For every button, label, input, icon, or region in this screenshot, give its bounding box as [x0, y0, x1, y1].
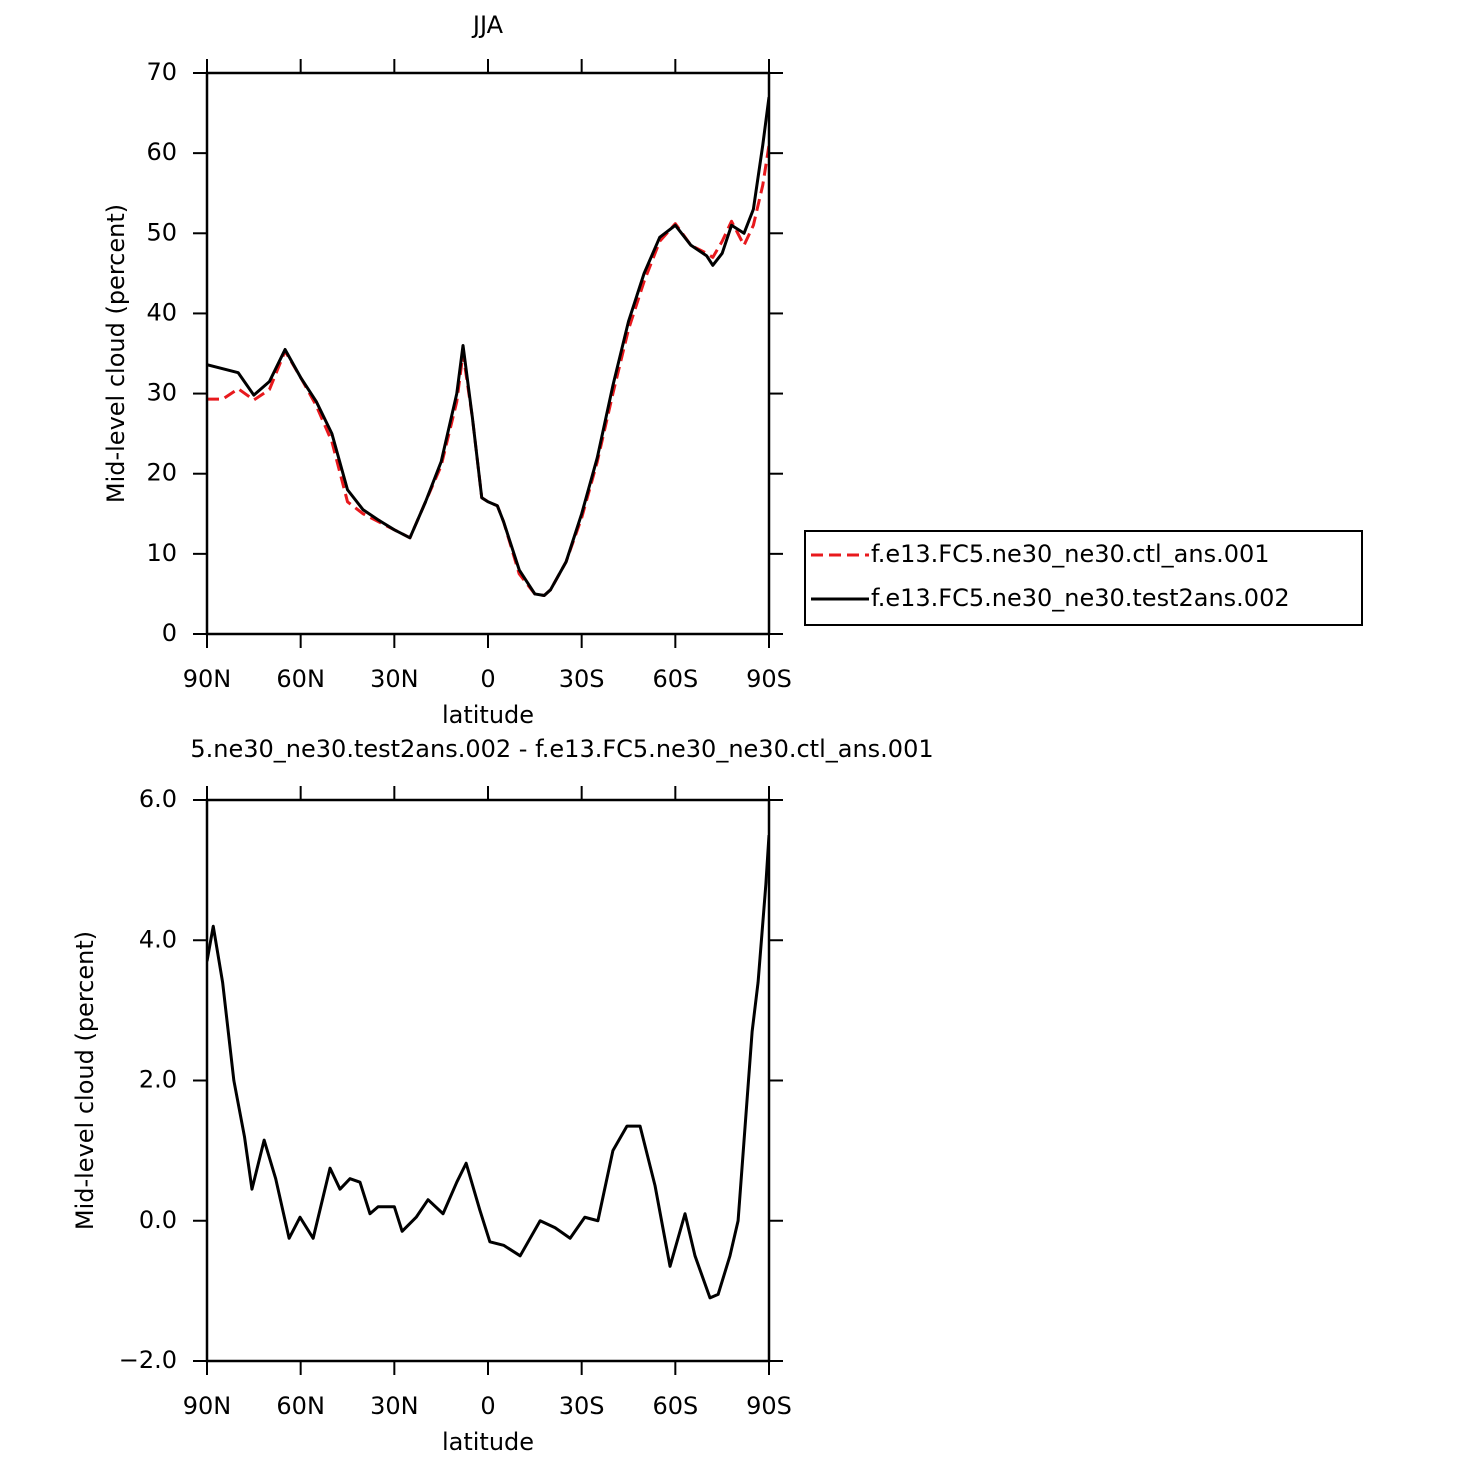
chart-title: JJA: [471, 11, 504, 39]
plot-frame: [205, 798, 771, 1363]
x-tick-label: 90S: [746, 665, 792, 693]
y-tick-label: 2.0: [139, 1066, 177, 1094]
y-tick-label: 10: [146, 539, 177, 567]
data-line: [207, 96, 769, 598]
x-tick-label: 60S: [652, 665, 698, 693]
x-tick-label: 30N: [370, 665, 419, 693]
y-tick-label: 6.0: [139, 785, 177, 813]
legend-label: f.e13.FC5.ne30_ne30.ctl_ans.001: [871, 540, 1270, 568]
y-tick-label: −2.0: [119, 1346, 177, 1374]
y-axis-label: Mid-level cloud (percent): [102, 204, 130, 503]
y-axis-label: Mid-level cloud (percent): [71, 931, 99, 1230]
x-tick-label: 0: [480, 665, 495, 693]
y-tick-label: 60: [146, 138, 177, 166]
x-axis-label: latitude: [442, 701, 534, 729]
x-tick-label: 60N: [276, 665, 325, 693]
chart-title: 5.ne30_ne30.test2ans.002 - f.e13.FC5.ne3…: [190, 735, 933, 763]
x-axis-label: latitude: [442, 1428, 534, 1456]
x-tick-label: 90N: [183, 1392, 232, 1420]
y-tick-label: 30: [146, 379, 177, 407]
x-tick-label: 60S: [652, 1392, 698, 1420]
y-tick-label: 0: [162, 619, 177, 647]
x-tick-label: 0: [480, 1392, 495, 1420]
plot-frame: [205, 71, 771, 636]
y-tick-label: 20: [146, 459, 177, 487]
legend-box: [804, 530, 1363, 626]
data-line: [207, 834, 769, 1300]
y-tick-label: 4.0: [139, 925, 177, 953]
x-tick-label: 30N: [370, 1392, 419, 1420]
y-tick-label: 70: [146, 58, 177, 86]
x-tick-label: 30S: [559, 665, 605, 693]
y-tick-label: 0.0: [139, 1206, 177, 1234]
x-tick-label: 90S: [746, 1392, 792, 1420]
legend-label: f.e13.FC5.ne30_ne30.test2ans.002: [871, 584, 1290, 612]
y-tick-label: 50: [146, 218, 177, 246]
x-tick-label: 60N: [276, 1392, 325, 1420]
x-tick-label: 30S: [559, 1392, 605, 1420]
x-tick-label: 90N: [183, 665, 232, 693]
data-line: [207, 144, 769, 598]
y-tick-label: 40: [146, 298, 177, 326]
